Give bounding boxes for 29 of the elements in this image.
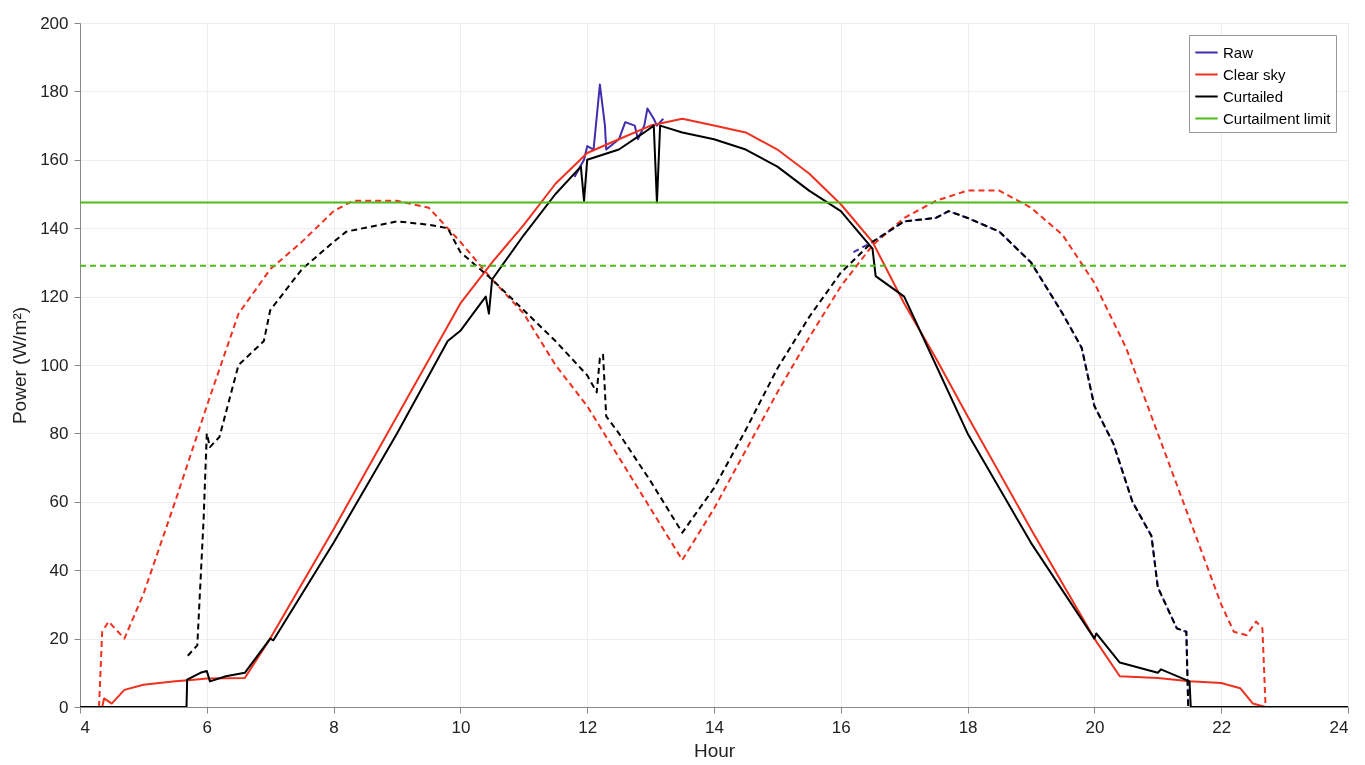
x-tick-label: 20 [1085, 717, 1105, 737]
x-tick-label: 22 [1212, 717, 1232, 737]
x-tick-label: 6 [202, 717, 213, 737]
y-tick-label: 60 [49, 492, 69, 512]
x-tick-label: 10 [451, 717, 471, 737]
y-tick-label: 40 [49, 560, 69, 580]
y-tick-label: 20 [49, 629, 69, 649]
y-axis-title: Power (W/m²) [9, 306, 31, 425]
x-tick-label: 24 [1329, 717, 1349, 737]
x-axis-title: Hour [693, 739, 736, 761]
y-tick-label: 160 [40, 150, 69, 170]
x-tick-label: 4 [80, 717, 90, 737]
legend-label: Curtailed [1223, 87, 1284, 105]
x-tick-label: 14 [705, 717, 724, 737]
y-tick-label: 80 [49, 423, 69, 443]
x-tick-label: 12 [578, 717, 598, 737]
y-tick-label: 120 [40, 287, 69, 307]
legend-label: Raw [1223, 43, 1254, 61]
y-tick-label: 180 [40, 81, 69, 101]
x-tick-label: 16 [831, 717, 851, 737]
legend-label: Curtailment limit [1223, 109, 1332, 127]
line-series [573, 83, 665, 178]
y-tick-label: 100 [40, 355, 69, 375]
x-tick-label: 8 [329, 717, 339, 737]
x-tick-label: 18 [958, 717, 978, 737]
legend-label: Clear sky [1223, 65, 1287, 83]
y-tick-label: 140 [40, 218, 69, 238]
y-tick-label: 200 [40, 13, 69, 33]
y-tick-label: 0 [59, 697, 69, 717]
